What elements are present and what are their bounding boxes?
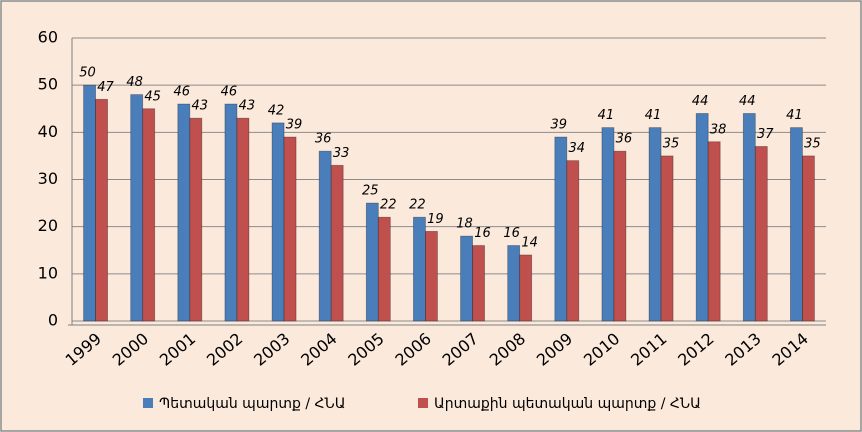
value-label: 48 [126, 75, 143, 90]
bar [142, 108, 156, 322]
value-label: 41 [786, 108, 803, 123]
value-label: 46 [174, 85, 191, 100]
bar [413, 216, 426, 322]
legend-label: Պետական պարտք / ՀՆԱ [159, 396, 345, 412]
bar [754, 146, 768, 322]
bar [271, 122, 285, 322]
bar [330, 164, 344, 322]
bar [472, 245, 485, 322]
bar [365, 202, 379, 322]
bar [189, 117, 203, 322]
bar [601, 127, 615, 322]
value-label: 39 [551, 118, 568, 133]
value-label: 38 [710, 122, 727, 137]
legend-swatch [418, 398, 428, 408]
bar [742, 113, 756, 322]
bar [802, 155, 815, 322]
value-label: 35 [663, 136, 680, 151]
value-label: 22 [380, 198, 397, 213]
value-label: 43 [192, 99, 209, 114]
y-tick-label: 20 [38, 216, 58, 235]
value-label: 35 [804, 136, 821, 151]
y-tick-label: 60 [38, 28, 58, 47]
bar [83, 84, 96, 322]
legend-swatch [143, 398, 153, 408]
value-label: 47 [97, 80, 114, 95]
y-tick-label: 10 [38, 263, 58, 282]
bar [707, 141, 721, 322]
value-label: 45 [144, 89, 161, 104]
value-label: 43 [239, 99, 256, 114]
y-tick-label: 40 [38, 122, 58, 141]
y-tick-label: 0 [48, 311, 58, 330]
bar [236, 117, 250, 322]
value-label: 46 [221, 85, 238, 100]
bar [790, 127, 803, 322]
value-label: 42 [268, 103, 285, 118]
y-tick-label: 30 [38, 169, 58, 188]
bar [648, 127, 662, 322]
value-label: 41 [598, 108, 615, 123]
value-label: 16 [503, 226, 520, 241]
bar [695, 113, 709, 322]
value-label: 39 [286, 118, 303, 133]
value-label: 36 [315, 132, 332, 147]
value-label: 44 [739, 94, 756, 109]
bar [377, 216, 391, 322]
value-label: 18 [456, 217, 473, 232]
value-label: 25 [362, 184, 379, 199]
value-label: 41 [645, 108, 662, 123]
value-label: 19 [427, 212, 444, 227]
value-label: 50 [79, 66, 96, 81]
value-label: 16 [474, 226, 491, 241]
y-tick-label: 50 [38, 75, 58, 94]
legend-label: Արտաքին պետական պարտք / ՀՆԱ [434, 396, 701, 412]
value-label: 33 [333, 146, 350, 161]
bar [566, 160, 580, 322]
bar [130, 94, 144, 322]
value-label: 14 [521, 235, 538, 250]
value-label: 37 [757, 127, 774, 142]
value-label: 34 [569, 141, 586, 156]
bar [554, 136, 568, 322]
value-label: 36 [616, 132, 633, 147]
bar [660, 155, 674, 322]
bar [613, 150, 627, 322]
bar [177, 103, 191, 322]
bar [460, 235, 473, 322]
bar [283, 136, 297, 322]
value-label: 22 [409, 198, 426, 213]
bar [318, 150, 332, 322]
bar [224, 103, 238, 322]
bar [425, 230, 438, 322]
bar [95, 98, 108, 322]
bar [519, 254, 533, 322]
value-label: 44 [692, 94, 709, 109]
bar [507, 245, 521, 322]
